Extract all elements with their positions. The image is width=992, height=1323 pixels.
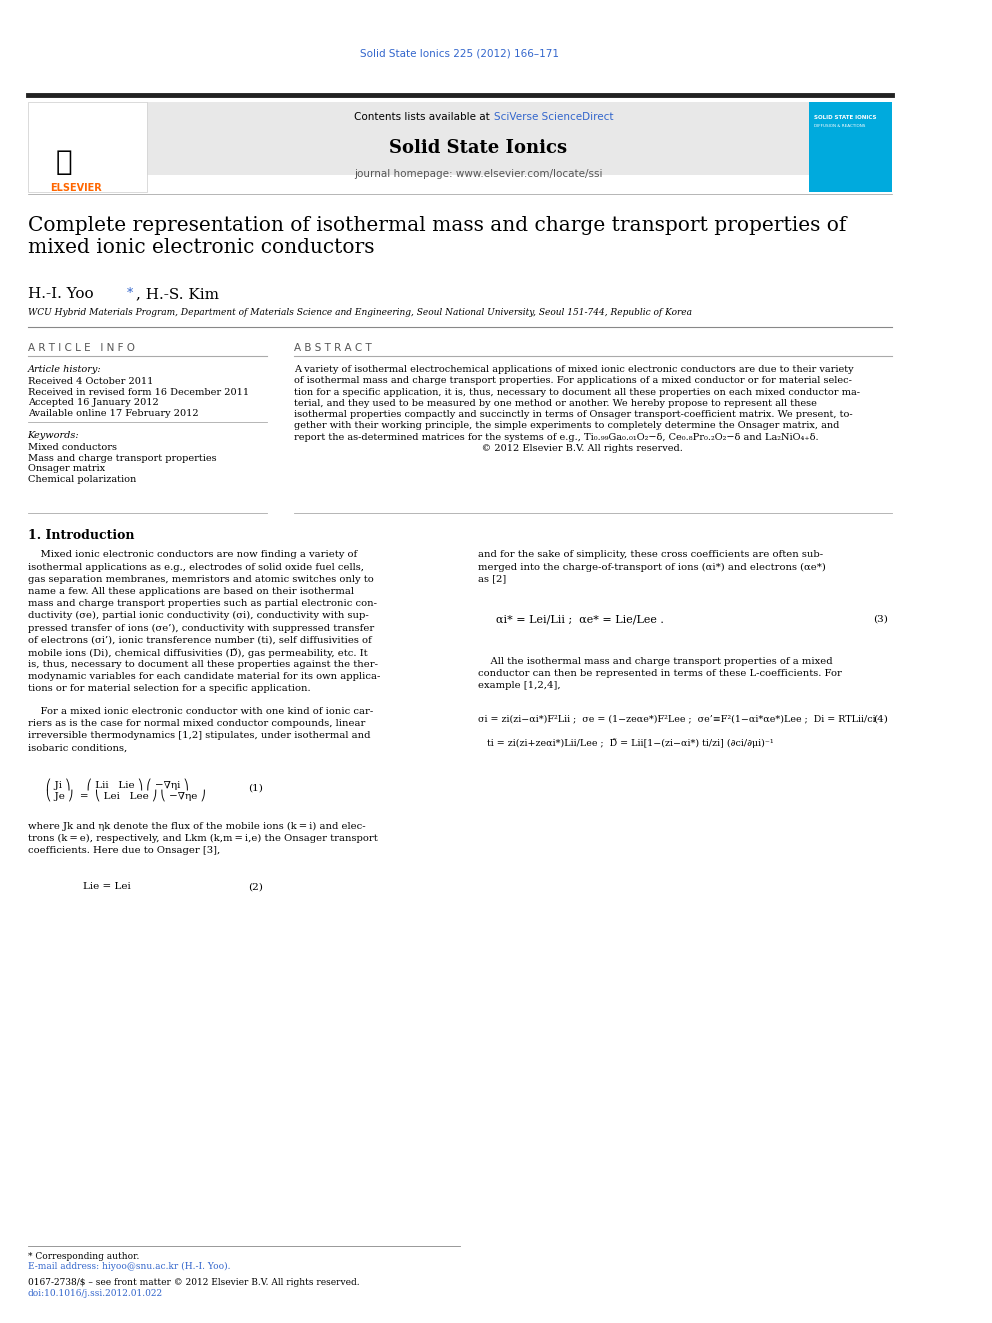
- Text: For a mixed ionic electronic conductor with one kind of ionic car-: For a mixed ionic electronic conductor w…: [28, 706, 373, 716]
- Text: ⎛ Ji ⎞     ⎛ Lii   Lie ⎞ ⎛ −∇ηi ⎞: ⎛ Ji ⎞ ⎛ Lii Lie ⎞ ⎛ −∇ηi ⎞: [46, 778, 188, 790]
- Text: Complete representation of isothermal mass and charge transport properties of
mi: Complete representation of isothermal ma…: [28, 216, 846, 257]
- Text: A variety of isothermal electrochemical applications of mixed ionic electronic c: A variety of isothermal electrochemical …: [295, 365, 854, 374]
- Text: Chemical polarization: Chemical polarization: [28, 475, 136, 484]
- Text: Received in revised form 16 December 2011: Received in revised form 16 December 201…: [28, 388, 249, 397]
- Text: example [1,2,4],: example [1,2,4],: [478, 681, 560, 691]
- Text: ⎝ Je ⎠  =  ⎝ Lei   Lee ⎠ ⎝ −∇ηe ⎠: ⎝ Je ⎠ = ⎝ Lei Lee ⎠ ⎝ −∇ηe ⎠: [46, 789, 206, 800]
- Text: Available online 17 February 2012: Available online 17 February 2012: [28, 409, 198, 418]
- Text: H.-I. Yoo: H.-I. Yoo: [28, 287, 93, 302]
- Text: as [2]: as [2]: [478, 574, 506, 583]
- Text: DIFFUSION & REACTIONS: DIFFUSION & REACTIONS: [813, 124, 865, 128]
- Text: Mixed conductors: Mixed conductors: [28, 443, 117, 452]
- Text: Received 4 October 2011: Received 4 October 2011: [28, 377, 153, 386]
- Text: (1): (1): [248, 783, 263, 792]
- Text: doi:10.1016/j.ssi.2012.01.022: doi:10.1016/j.ssi.2012.01.022: [28, 1289, 163, 1298]
- Text: Accepted 16 January 2012: Accepted 16 January 2012: [28, 398, 159, 407]
- Text: (2): (2): [248, 882, 263, 892]
- Text: E-mail address: hiyoo@snu.ac.kr (H.-I. Yoo).: E-mail address: hiyoo@snu.ac.kr (H.-I. Y…: [28, 1262, 230, 1271]
- Text: isobaric conditions,: isobaric conditions,: [28, 744, 127, 753]
- Text: All the isothermal mass and charge transport properties of a mixed: All the isothermal mass and charge trans…: [478, 658, 832, 665]
- Text: gas separation membranes, memristors and atomic switches only to: gas separation membranes, memristors and…: [28, 574, 373, 583]
- Text: © 2012 Elsevier B.V. All rights reserved.: © 2012 Elsevier B.V. All rights reserved…: [295, 443, 683, 452]
- Text: trons (k = e), respectively, and Lkm (k,m = i,e) the Onsager transport: trons (k = e), respectively, and Lkm (k,…: [28, 833, 377, 843]
- Text: gether with their working principle, the simple experiments to completely determ: gether with their working principle, the…: [295, 421, 839, 430]
- Text: (3): (3): [873, 615, 888, 623]
- Text: A R T I C L E   I N F O: A R T I C L E I N F O: [28, 343, 135, 353]
- Text: terial, and they used to be measured by one method or another. We hereby propose: terial, and they used to be measured by …: [295, 400, 817, 407]
- Text: isothermal applications as e.g., electrodes of solid oxide fuel cells,: isothermal applications as e.g., electro…: [28, 562, 364, 572]
- Text: mass and charge transport properties such as partial electronic con-: mass and charge transport properties suc…: [28, 599, 377, 609]
- Text: Keywords:: Keywords:: [28, 431, 79, 441]
- Text: *: *: [127, 287, 133, 300]
- Text: conductor can then be represented in terms of these L-coefficients. For: conductor can then be represented in ter…: [478, 669, 842, 679]
- Text: coefficients. Here due to Onsager [3],: coefficients. Here due to Onsager [3],: [28, 847, 220, 855]
- Text: αi* = Lei/Lii ;  αe* = Lie/Lee .: αi* = Lei/Lii ; αe* = Lie/Lee .: [496, 615, 665, 624]
- Text: 0167-2738/$ – see front matter © 2012 Elsevier B.V. All rights reserved.: 0167-2738/$ – see front matter © 2012 El…: [28, 1278, 359, 1287]
- Text: Solid State Ionics 225 (2012) 166–171: Solid State Ionics 225 (2012) 166–171: [360, 49, 559, 60]
- Text: , H.-S. Kim: , H.-S. Kim: [136, 287, 219, 302]
- Text: * Corresponding author.: * Corresponding author.: [28, 1252, 139, 1261]
- Text: (4): (4): [873, 714, 888, 724]
- Text: 1. Introduction: 1. Introduction: [28, 529, 134, 542]
- Text: report the as-determined matrices for the systems of e.g., Ti₀.₉₉Ga₀.₀₁O₂−δ, Ce₀: report the as-determined matrices for th…: [295, 433, 818, 442]
- Text: ELSEVIER: ELSEVIER: [51, 183, 102, 193]
- Text: ductivity (σe), partial ionic conductivity (σi), conductivity with sup-: ductivity (σe), partial ionic conductivi…: [28, 611, 368, 620]
- FancyBboxPatch shape: [809, 102, 892, 192]
- Text: isothermal properties compactly and succinctly in terms of Onsager transport-coe: isothermal properties compactly and succ…: [295, 410, 853, 419]
- Text: SciVerse ScienceDirect: SciVerse ScienceDirect: [494, 112, 613, 123]
- Text: where Jk and ηk denote the flux of the mobile ions (k = i) and elec-: where Jk and ηk denote the flux of the m…: [28, 822, 365, 831]
- FancyBboxPatch shape: [147, 102, 809, 175]
- FancyBboxPatch shape: [28, 102, 147, 192]
- Text: Article history:: Article history:: [28, 365, 101, 374]
- Text: Solid State Ionics: Solid State Ionics: [389, 139, 567, 157]
- Text: A B S T R A C T: A B S T R A C T: [295, 343, 372, 353]
- Text: journal homepage: www.elsevier.com/locate/ssi: journal homepage: www.elsevier.com/locat…: [354, 169, 602, 180]
- Text: WCU Hybrid Materials Program, Department of Materials Science and Engineering, S: WCU Hybrid Materials Program, Department…: [28, 308, 691, 318]
- Text: SOLID STATE IONICS: SOLID STATE IONICS: [813, 115, 876, 120]
- Text: mobile ions (Di), chemical diffusivities (D̃), gas permeability, etc. It: mobile ions (Di), chemical diffusivities…: [28, 648, 367, 658]
- Text: of isothermal mass and charge transport properties. For applications of a mixed : of isothermal mass and charge transport …: [295, 376, 852, 385]
- Text: tion for a specific application, it is, thus, necessary to document all these pr: tion for a specific application, it is, …: [295, 388, 860, 397]
- Text: is, thus, necessary to document all these properties against the ther-: is, thus, necessary to document all thes…: [28, 660, 378, 669]
- Text: Lie = Lei: Lie = Lei: [82, 882, 131, 892]
- Text: 🌳: 🌳: [56, 148, 71, 176]
- Text: Mixed ionic electronic conductors are now finding a variety of: Mixed ionic electronic conductors are no…: [28, 550, 357, 560]
- Text: ti = zi(zi+zeαi*)Lii/Lee ;  D̃ = Lii[1−(zi−αi*) ti/zi] (∂ci/∂μi)⁻¹: ti = zi(zi+zeαi*)Lii/Lee ; D̃ = Lii[1−(z…: [487, 738, 774, 749]
- Text: pressed transfer of ions (σe’), conductivity with suppressed transfer: pressed transfer of ions (σe’), conducti…: [28, 623, 374, 632]
- Text: Contents lists available at: Contents lists available at: [354, 112, 493, 123]
- Text: and for the sake of simplicity, these cross coefficients are often sub-: and for the sake of simplicity, these cr…: [478, 550, 823, 560]
- Text: σi = zi(zi−αi*)F²Lii ;  σe = (1−zeαe*)F²Lee ;  σe’≡F²(1−αi*αe*)Lee ;  Di = RTLii: σi = zi(zi−αi*)F²Lii ; σe = (1−zeαe*)F²L…: [478, 714, 876, 724]
- Text: name a few. All these applications are based on their isothermal: name a few. All these applications are b…: [28, 587, 353, 595]
- Text: modynamic variables for each candidate material for its own applica-: modynamic variables for each candidate m…: [28, 672, 380, 681]
- Text: riers as is the case for normal mixed conductor compounds, linear: riers as is the case for normal mixed co…: [28, 720, 365, 728]
- Text: Onsager matrix: Onsager matrix: [28, 464, 105, 474]
- Text: Mass and charge transport properties: Mass and charge transport properties: [28, 454, 216, 463]
- Text: merged into the charge-of-transport of ions (αi*) and electrons (αe*): merged into the charge-of-transport of i…: [478, 562, 826, 572]
- Text: irreversible thermodynamics [1,2] stipulates, under isothermal and: irreversible thermodynamics [1,2] stipul…: [28, 732, 370, 741]
- Text: tions or for material selection for a specific application.: tions or for material selection for a sp…: [28, 684, 310, 693]
- Text: of electrons (σi’), ionic transference number (ti), self diffusivities of: of electrons (σi’), ionic transference n…: [28, 635, 371, 644]
